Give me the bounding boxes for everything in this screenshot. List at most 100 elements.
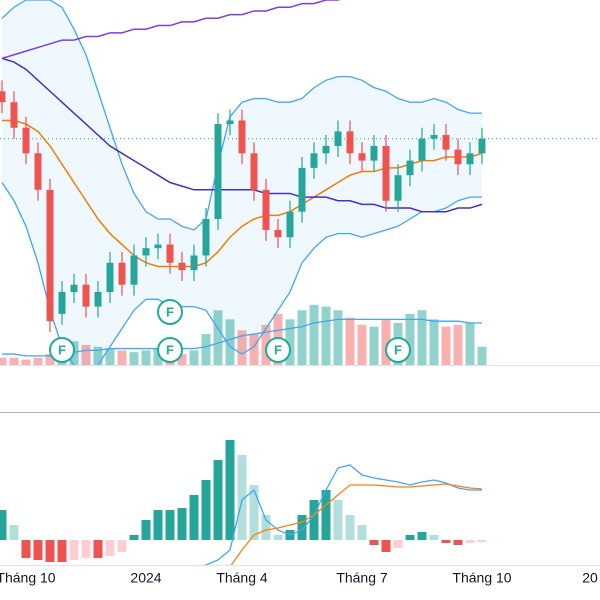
macd-histogram-bar [297,515,307,540]
volume-bar [357,324,367,365]
macd-histogram-bar [477,540,487,542]
macd-histogram-bar [117,540,127,552]
macd-histogram-bar [441,540,451,543]
volume-bar [129,352,139,365]
candle-body [310,153,318,168]
event-marker [157,337,183,363]
volume-bar [117,350,127,365]
volume-bar [465,323,475,365]
macd-histogram-bar [429,535,439,540]
candle-body [286,211,294,238]
macd-histogram-bar [45,540,55,562]
x-tick-label: Tháng 10 [452,570,511,586]
candle-body [430,135,438,139]
candle-body [94,292,102,307]
volume-bar [105,348,115,365]
volume-bar [213,310,223,365]
x-tick-label: Tháng 7 [336,570,388,586]
candle-body [334,131,342,146]
volume-bar [321,306,331,365]
volume-bar [45,354,55,365]
candle-body [46,189,54,322]
macd-histogram-bar [261,515,271,540]
x-tick-label: 20 [582,570,598,586]
candle-body [190,255,198,271]
macd-histogram-bar [321,490,331,540]
macd-histogram-bar [201,480,211,540]
volume-bar [237,330,247,365]
event-marker-label: F [394,342,402,357]
candle-body [58,292,66,314]
volume-bar [177,354,187,365]
candle-body [142,248,150,256]
candle-body [202,219,210,256]
macd-histogram-bar [189,495,199,540]
candle-body [0,91,6,103]
band-upper [1,0,482,231]
macd-histogram-bar [105,540,115,556]
candle-body [166,244,174,263]
macd-histogram-bar [165,510,175,540]
volume-bar [9,357,19,365]
candle-body [262,189,270,230]
volume-bar [33,357,43,365]
macd-histogram-bar [153,510,163,540]
volume-bar [81,344,91,365]
macd-histogram-bar [381,540,391,552]
macd-histogram-bar [333,500,343,540]
time-axis: Tháng 10 2024 Tháng 4 Tháng 7 Tháng 10 20 [0,570,598,586]
volume-bar [429,319,439,365]
macd-histogram-bar [9,525,19,540]
volume-bar [309,304,319,365]
volume-bar [333,310,343,365]
volume-bar [453,324,463,365]
macd-histogram-bar [393,540,403,548]
macd-histogram-bar [237,455,247,540]
event-marker [49,337,75,363]
event-marker [265,337,291,363]
macd-histogram-bar [309,500,319,540]
candle-body [10,102,18,128]
volume-bar [189,350,199,365]
moving-average [1,57,483,213]
volume-bar [381,319,391,365]
signal-line [230,483,483,565]
macd-histogram-bar [0,510,7,540]
candle-body [442,135,450,150]
macd-histogram-bar [129,535,139,540]
volume-bar [297,310,307,365]
macd-histogram-bar [69,540,79,560]
macd-histogram-bar [141,520,151,540]
x-tick-label: Tháng 4 [216,570,268,586]
macd-histogram-bar [273,535,283,540]
volume-bar [369,326,379,365]
macd-histogram-bar [57,540,67,562]
candle-body [454,149,462,165]
event-marker [385,337,411,363]
volume-bar [93,346,103,365]
volume-bar [477,346,487,365]
macd-histogram-bar [369,540,379,545]
volume-bar [405,313,415,365]
candle-body [466,153,474,165]
candle-body [154,244,162,249]
volume-bar [201,333,211,365]
candle-body [22,127,30,154]
macd-line [204,464,482,565]
macd-histogram-bar [417,532,427,540]
candle-body [418,138,426,161]
candle-body [274,229,282,238]
volume-bar [141,350,151,365]
candle-body [70,284,78,292]
candle-body [106,262,114,292]
volume-bar [21,359,31,365]
candle-body [370,146,378,161]
candle-body [178,262,186,271]
candle-body [322,146,330,154]
candle-body [226,120,234,125]
macd-histogram-bar [405,535,415,540]
candle-body [382,146,390,201]
candle-body [214,124,222,219]
